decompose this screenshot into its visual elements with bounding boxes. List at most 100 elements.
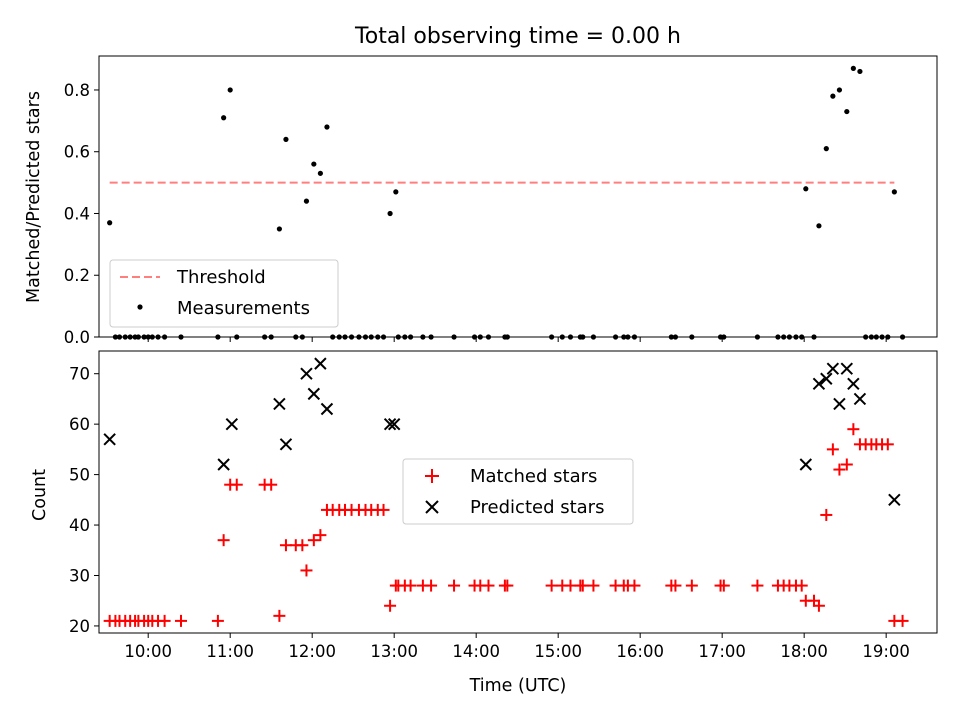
bottom-x-tick-label: 15:00 (534, 642, 582, 661)
matched-point (384, 599, 397, 612)
matched-point (265, 478, 278, 491)
matched-point (174, 614, 187, 627)
measurement-point (221, 115, 227, 121)
x-axis-label: Time (UTC) (469, 676, 567, 696)
predicted-legend-swatch (425, 500, 439, 514)
matched-point (840, 458, 853, 471)
bottom-plot-area: 20 30 40 50 60 70 10:00 11:00 12:00 13:00 14:00 15:… (69, 350, 938, 661)
matched-point (307, 534, 320, 547)
bottom-y-tick-label: 20 (69, 617, 90, 636)
predicted-point (314, 357, 327, 370)
matched-point (482, 579, 495, 592)
top-y-tick-label: 0.6 (64, 143, 90, 162)
bottom-x-tick-label: 17:00 (698, 642, 746, 661)
measurement-point (393, 189, 399, 195)
matched-point (669, 579, 682, 592)
matched-point (847, 423, 860, 436)
matched-point (217, 534, 230, 547)
predicted-legend-label: Predicted stars (470, 497, 604, 518)
matched-point (896, 614, 909, 627)
top-plot-area: 0.0 0.2 0.4 0.6 0.8 (64, 55, 938, 347)
measurement-point (816, 223, 822, 229)
bottom-legend-box (402, 458, 634, 525)
bottom-x-tick-label: 14:00 (452, 642, 500, 661)
measurement-point (891, 189, 897, 195)
matched-point (211, 614, 224, 627)
measurement-point (844, 108, 850, 115)
top-legend-box (109, 259, 339, 328)
matched-point (587, 579, 600, 592)
predicted-point (217, 458, 230, 471)
bottom-y-tick-label: 60 (69, 415, 90, 434)
chart-title: Total observing time = 0.00 h (354, 24, 681, 49)
measurements-legend-label: Measurements (177, 298, 310, 319)
predicted-point (300, 367, 313, 380)
matched-point (273, 609, 286, 622)
predicted-point (820, 372, 833, 385)
bottom-x-tick-label: 18:00 (780, 642, 828, 661)
matched-point (296, 539, 309, 552)
threshold-legend-label: Threshold (176, 267, 266, 288)
predicted-point (853, 392, 867, 406)
top-y-tick-label: 0.0 (64, 328, 90, 347)
matched-point (314, 529, 327, 542)
predicted-point (812, 377, 826, 390)
predicted-point (888, 493, 901, 507)
matched-point (448, 579, 461, 592)
matched-point (377, 503, 390, 516)
predicted-point (799, 458, 813, 471)
bottom-legend: Matched stars Predicted stars (402, 458, 634, 525)
predicted-point (279, 438, 293, 451)
matched-point (881, 438, 894, 451)
predicted-point (840, 362, 854, 375)
measurement-point (317, 170, 323, 176)
matched-point (158, 614, 171, 627)
matched-point (300, 564, 313, 577)
matched-legend-label: Matched stars (470, 466, 597, 487)
matched-point (628, 579, 641, 592)
matched-point (833, 463, 846, 476)
predicted-point (847, 377, 860, 390)
bottom-y-tick-label: 70 (69, 365, 90, 384)
matched-point (425, 579, 438, 592)
bottom-y-tick-label: 40 (69, 516, 90, 535)
predicted-point (225, 417, 239, 431)
top-y-tick-label: 0.2 (64, 266, 90, 285)
predicted-point (320, 402, 334, 416)
matched-point (717, 579, 730, 592)
top-y-axis-label: Matched/Predicted stars (24, 91, 44, 303)
top-y-tick-label: 0.4 (64, 204, 90, 223)
measurement-point (303, 198, 310, 204)
matched-point (795, 579, 808, 592)
matched-point (545, 579, 558, 592)
bottom-x-tick-label: 12:00 (288, 642, 336, 661)
predicted-point (307, 387, 321, 401)
matched-point (826, 443, 839, 456)
measurement-point (387, 210, 393, 217)
measurement-point (227, 87, 233, 93)
predicted-point (273, 397, 286, 411)
matched-point (685, 579, 698, 592)
predicted-point (826, 362, 840, 375)
bottom-y-axis-label: Count (30, 469, 50, 521)
matched-point (820, 508, 833, 521)
measurements-legend-swatch (137, 304, 143, 310)
matched-point (230, 478, 243, 491)
measurement-point (850, 65, 856, 71)
bottom-axes-frame (98, 350, 938, 634)
bottom-x-tick-label: 11:00 (206, 642, 254, 661)
bottom-x-tick-label: 16:00 (616, 642, 664, 661)
bottom-x-tick-label: 19:00 (862, 642, 910, 661)
measurement-point (276, 226, 282, 232)
measurement-point (324, 124, 330, 130)
matched-point (812, 599, 825, 612)
measurement-point (803, 186, 809, 192)
measurement-point (836, 87, 843, 93)
top-legend: Threshold Measurements (109, 259, 339, 328)
bottom-y-tick-label: 30 (69, 566, 90, 585)
top-y-tick-label: 0.8 (64, 81, 90, 100)
measurement-point (107, 220, 113, 226)
predicted-point (833, 397, 846, 411)
predicted-point (103, 433, 116, 446)
